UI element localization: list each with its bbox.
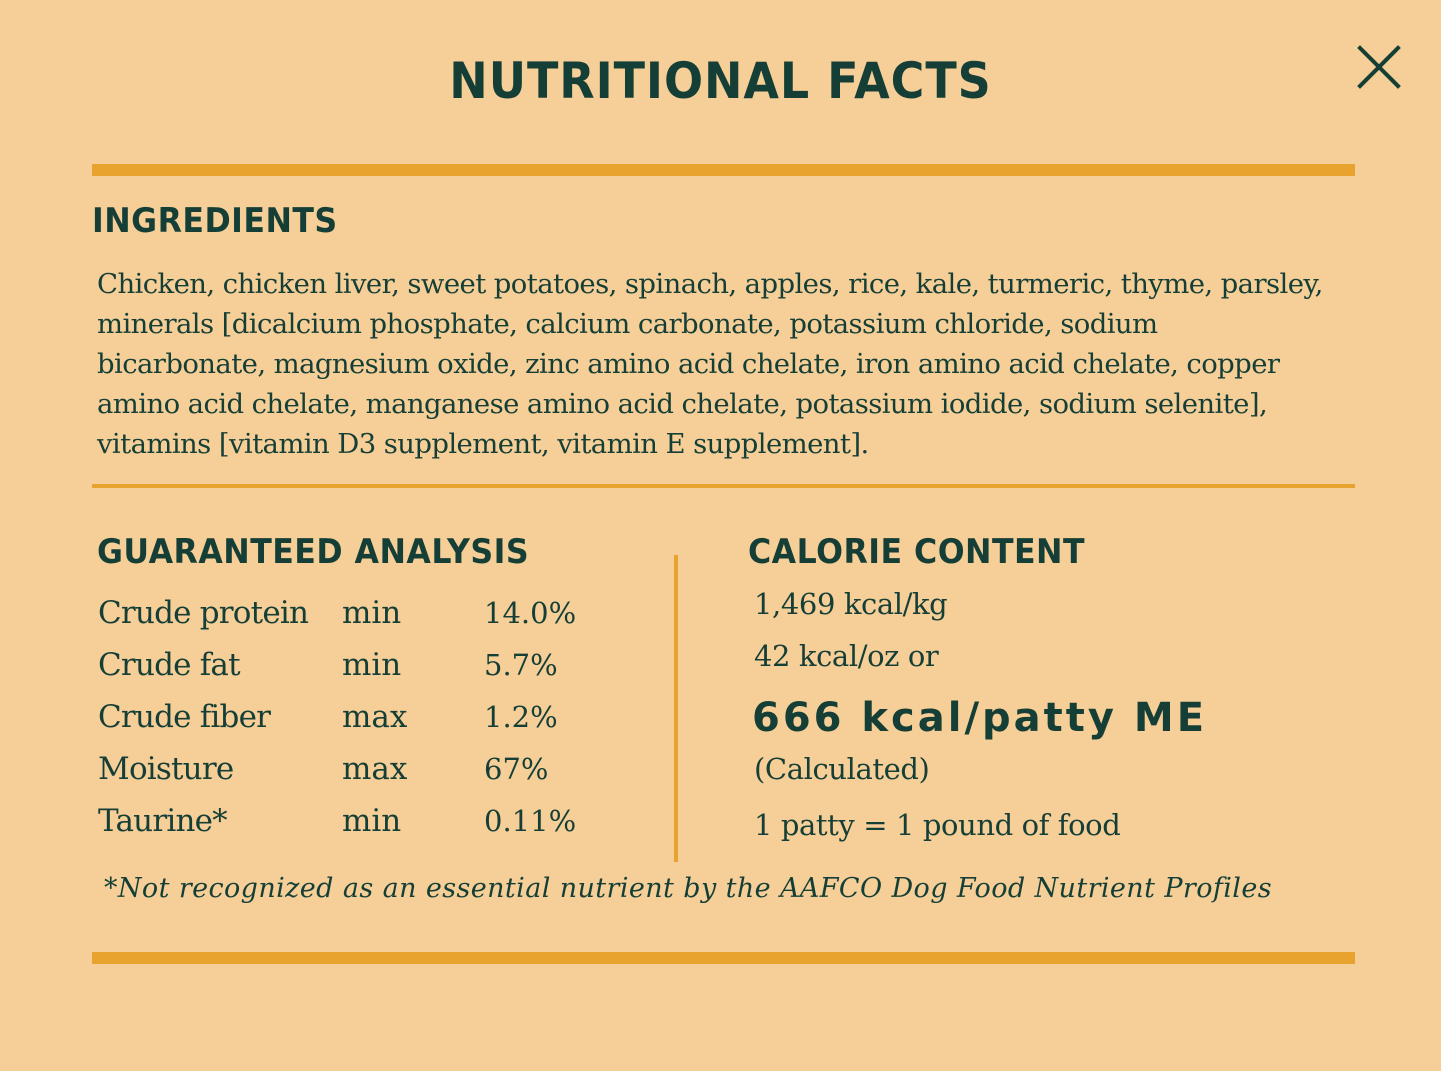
nutrient-value: 5.7% [484, 648, 558, 682]
top-divider [92, 164, 1355, 176]
footnote: *Not recognized as an essential nutrient… [104, 873, 1272, 904]
nutrient-qualifier: max [342, 699, 408, 735]
nutrient-qualifier: min [342, 803, 402, 839]
calories-per-oz: 42 kcal/oz or [754, 639, 939, 673]
page-title: NUTRITIONAL FACTS [449, 52, 992, 110]
nutrient-name: Taurine* [98, 803, 228, 839]
calorie-content-heading: CALORIE CONTENT [748, 532, 1086, 572]
nutrient-name: Crude fat [98, 647, 241, 683]
nutrient-value: 1.2% [484, 700, 558, 734]
nutrient-value: 0.11% [484, 804, 577, 838]
guaranteed-analysis-heading: GUARANTEED ANALYSIS [97, 532, 530, 572]
nutrient-value: 67% [484, 752, 549, 786]
nutrient-name: Moisture [98, 751, 234, 787]
patty-note: 1 patty = 1 pound of food [754, 808, 1121, 842]
bottom-divider [92, 952, 1355, 964]
calories-per-patty: 666 kcal/patty ME [752, 695, 1208, 741]
nutrient-qualifier: min [342, 647, 402, 683]
close-icon [1357, 45, 1401, 89]
nutrient-qualifier: max [342, 751, 408, 787]
ingredients-text: Chicken, chicken liver, sweet potatoes, … [97, 268, 1323, 460]
ingredients-heading: INGREDIENTS [92, 201, 338, 241]
nutrient-name: Crude protein [98, 595, 309, 631]
calories-per-kg: 1,469 kcal/kg [754, 587, 948, 621]
calculated-note: (Calculated) [754, 752, 930, 786]
close-button[interactable] [1352, 40, 1406, 94]
ingredients-divider [92, 484, 1355, 488]
nutrient-value: 14.0% [484, 596, 577, 630]
nutrient-qualifier: min [342, 595, 402, 631]
nutrient-name: Crude fiber [98, 699, 271, 735]
column-divider [674, 555, 678, 862]
